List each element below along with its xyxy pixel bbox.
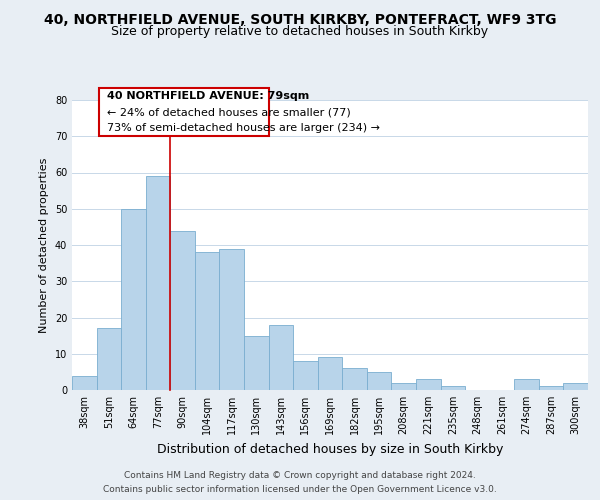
Bar — [97, 328, 121, 390]
Bar — [318, 358, 342, 390]
Bar — [416, 379, 440, 390]
Y-axis label: Number of detached properties: Number of detached properties — [39, 158, 49, 332]
Bar — [146, 176, 170, 390]
Bar — [121, 209, 146, 390]
Text: ← 24% of detached houses are smaller (77): ← 24% of detached houses are smaller (77… — [107, 108, 350, 118]
Text: 40, NORTHFIELD AVENUE, SOUTH KIRKBY, PONTEFRACT, WF9 3TG: 40, NORTHFIELD AVENUE, SOUTH KIRKBY, PON… — [44, 12, 556, 26]
Bar — [391, 383, 416, 390]
Bar — [220, 248, 244, 390]
Bar — [514, 379, 539, 390]
Bar — [244, 336, 269, 390]
Text: Size of property relative to detached houses in South Kirkby: Size of property relative to detached ho… — [112, 25, 488, 38]
Bar — [367, 372, 391, 390]
Text: Contains public sector information licensed under the Open Government Licence v3: Contains public sector information licen… — [103, 485, 497, 494]
Bar — [269, 325, 293, 390]
Text: Contains HM Land Registry data © Crown copyright and database right 2024.: Contains HM Land Registry data © Crown c… — [124, 471, 476, 480]
Bar — [195, 252, 220, 390]
Bar — [440, 386, 465, 390]
Bar — [342, 368, 367, 390]
Bar — [170, 230, 195, 390]
Bar — [539, 386, 563, 390]
Bar — [72, 376, 97, 390]
Text: 40 NORTHFIELD AVENUE: 79sqm: 40 NORTHFIELD AVENUE: 79sqm — [107, 92, 309, 102]
X-axis label: Distribution of detached houses by size in South Kirkby: Distribution of detached houses by size … — [157, 442, 503, 456]
FancyBboxPatch shape — [99, 88, 269, 136]
Text: 73% of semi-detached houses are larger (234) →: 73% of semi-detached houses are larger (… — [107, 123, 380, 133]
Bar — [293, 361, 318, 390]
Bar — [563, 383, 588, 390]
